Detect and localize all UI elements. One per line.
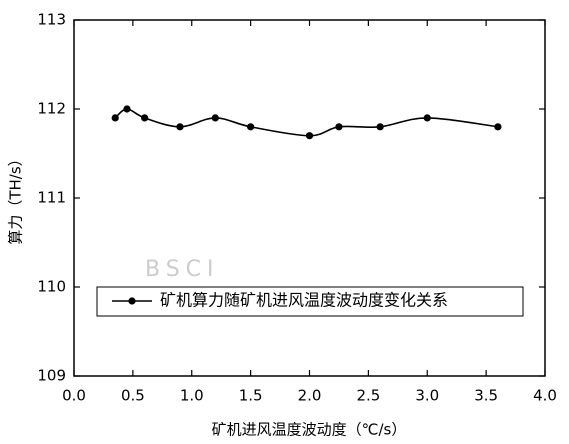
x-tick-label: 1.0: [180, 387, 204, 405]
point: [211, 114, 219, 122]
point: [247, 123, 255, 131]
point: [376, 123, 384, 131]
y-axis-title: 算力（TH/s）: [7, 151, 25, 244]
y-tick-label: 111: [37, 189, 66, 207]
point: [423, 114, 431, 122]
x-tick-label: 3.0: [415, 387, 439, 405]
point: [494, 123, 502, 131]
y-tick-label: 112: [37, 100, 66, 118]
legend-point: [128, 297, 136, 305]
x-tick-label: 1.5: [239, 387, 263, 405]
x-axis-title: 矿机进风温度波动度（℃/s）: [212, 421, 407, 439]
x-tick-label: 2.5: [356, 387, 380, 405]
x-tick-label: 2.0: [298, 387, 322, 405]
point: [335, 123, 343, 131]
legend-box: [96, 286, 524, 317]
plot-frame: [73, 19, 546, 377]
point: [111, 114, 119, 122]
x-tick-label: 0.5: [121, 387, 145, 405]
x-tick-label: 0.0: [62, 387, 86, 405]
point: [176, 123, 184, 131]
legend-label: 矿机算力随矿机进风温度波动度变化关系: [160, 291, 448, 310]
x-tick-label: 4.0: [533, 387, 557, 405]
y-tick-label: 109: [37, 367, 66, 385]
point: [141, 114, 149, 122]
point: [123, 105, 131, 113]
x-tick-label: 3.5: [474, 387, 498, 405]
point: [305, 132, 314, 140]
y-tick-label: 113: [37, 11, 66, 29]
line: [114, 108, 499, 137]
watermark: BSCI: [145, 257, 220, 282]
y-tick-label: 110: [37, 278, 66, 296]
